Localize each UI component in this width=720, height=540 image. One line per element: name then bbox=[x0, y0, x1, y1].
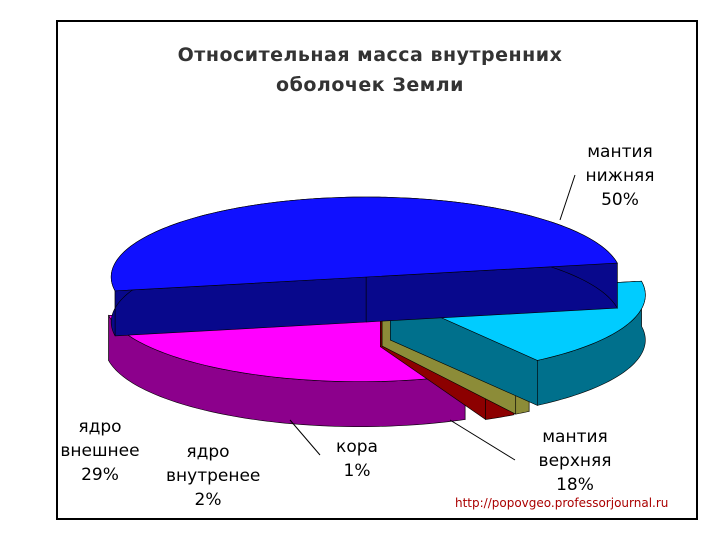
chart-frame bbox=[56, 20, 698, 520]
pie-slice bbox=[110, 196, 618, 292]
value-label: 50% bbox=[601, 190, 639, 210]
category-label: мантия верхняя bbox=[538, 427, 612, 471]
slice-label: кора 1% bbox=[297, 435, 417, 483]
slice-label: ядро внутренее 2% bbox=[148, 440, 268, 512]
source-note: http://popovgeo.professorjournal.ru bbox=[455, 496, 669, 510]
leader-line bbox=[559, 174, 576, 221]
leader-line bbox=[289, 419, 321, 456]
category-label: кора bbox=[336, 437, 378, 457]
value-label: 2% bbox=[194, 490, 222, 510]
slice-label: мантия нижняя 50% bbox=[560, 140, 680, 212]
value-label: 29% bbox=[81, 465, 119, 485]
slice-label: мантия верхняя 18% bbox=[515, 425, 635, 497]
value-label: 1% bbox=[343, 461, 371, 481]
slice-label: ядро внешнее 29% bbox=[40, 415, 160, 487]
category-label: ядро внутренее bbox=[166, 442, 261, 486]
leader-line bbox=[449, 419, 516, 461]
category-label: мантия нижняя bbox=[585, 142, 655, 186]
value-label: 18% bbox=[556, 475, 594, 495]
chart-title: Относительная масса внутренних оболочек … bbox=[177, 44, 563, 96]
category-label: ядро внешнее bbox=[60, 417, 140, 461]
